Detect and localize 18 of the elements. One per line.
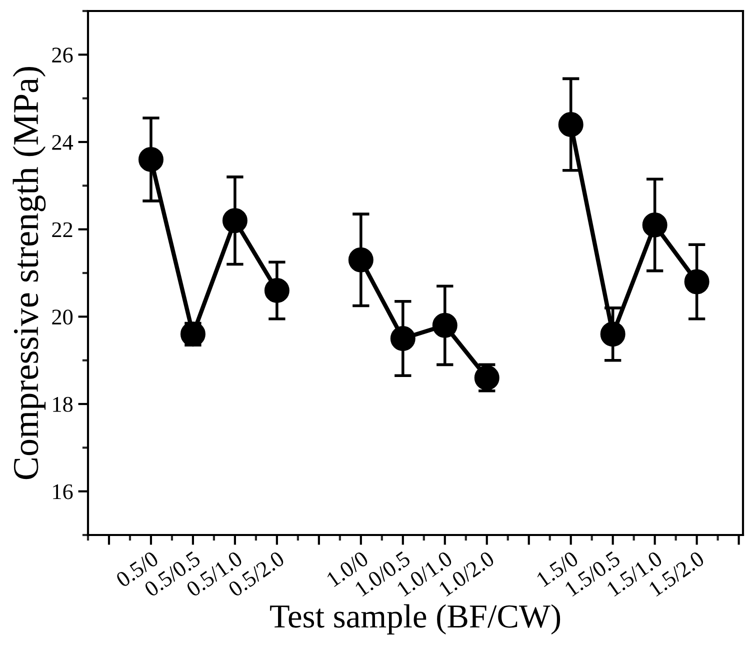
y-axis-title: Compressive strength (MPa)	[12, 66, 46, 480]
point	[558, 112, 584, 138]
y-tick-label: 26	[52, 48, 73, 63]
point	[432, 312, 458, 338]
point	[684, 269, 710, 294]
point	[390, 326, 416, 351]
point	[264, 278, 290, 303]
y-tick-label: 22	[52, 222, 72, 238]
point	[642, 212, 668, 238]
point	[222, 208, 248, 234]
point	[600, 322, 626, 347]
point	[348, 247, 374, 272]
x-axis-title: Test sample (BF/CW)	[270, 604, 560, 635]
y-tick-label: 24	[52, 134, 74, 150]
point	[138, 146, 164, 172]
y-tick-label: 18	[53, 396, 73, 412]
y-tick-label: 20	[52, 310, 73, 325]
y-tick-label: 16	[53, 484, 73, 500]
